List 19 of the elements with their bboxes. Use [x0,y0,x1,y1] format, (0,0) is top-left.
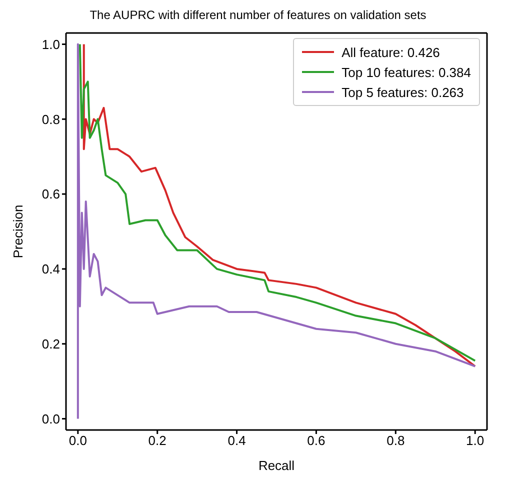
legend-label: Top 5 features: 0.263 [342,84,464,100]
x-axis-title: Recall [258,458,295,473]
legend-label: All feature: 0.426 [342,44,440,60]
x-tick-label: 1.0 [466,433,484,448]
x-tick-label: 0.8 [386,433,405,448]
x-tick-label: 0.2 [148,433,166,448]
y-tick-label: 0.6 [42,186,60,202]
x-tick-label: 0.0 [68,433,87,448]
legend-label: Top 10 features: 0.384 [342,64,471,80]
y-tick-label: 0.2 [42,336,60,352]
chart-title: The AUPRC with different number of features on validation sets [88,8,428,24]
y-tick-label: 1.0 [42,36,60,52]
line-series [76,43,476,420]
y-tick-label: 0.0 [42,411,60,426]
x-tick-label: 0.6 [307,433,326,448]
x-tick-label: 0.4 [228,433,246,448]
y-axis-title: Precision [10,204,26,258]
y-tick-label: 0.8 [42,112,60,127]
y-tick-label: 0.4 [42,262,60,277]
